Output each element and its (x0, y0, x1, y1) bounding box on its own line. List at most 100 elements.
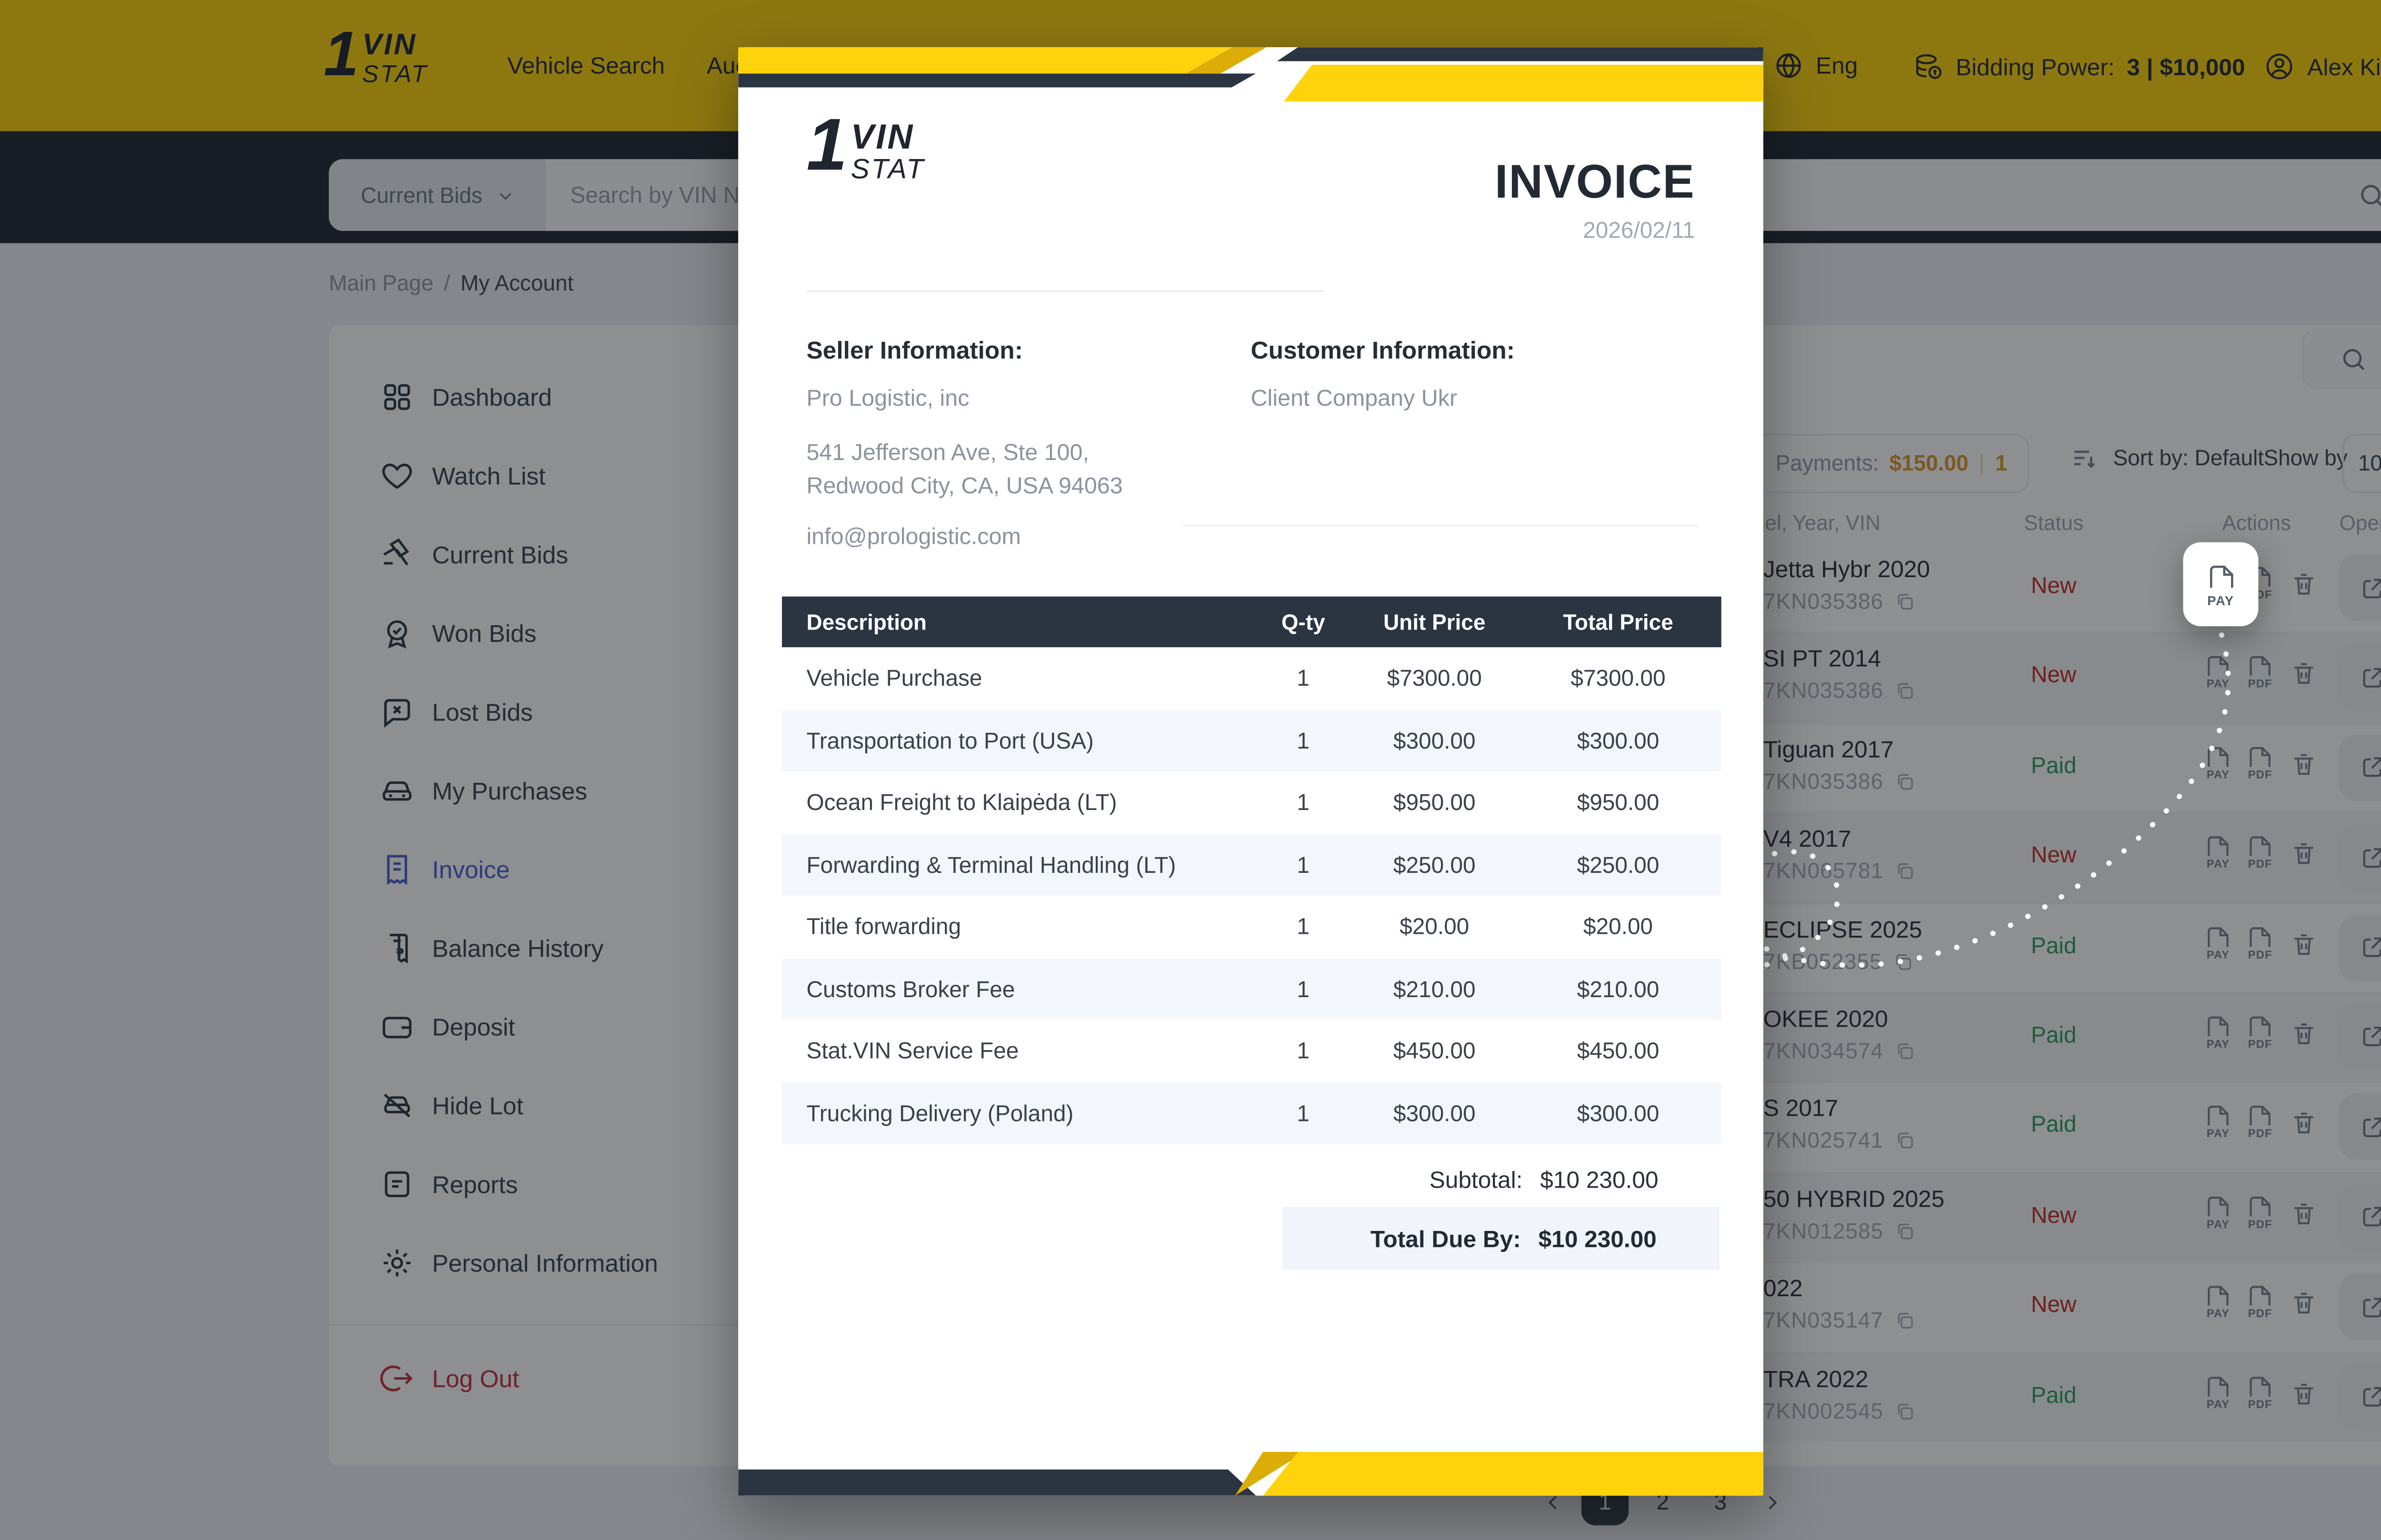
car-off-icon (380, 1087, 414, 1122)
open-lot-button[interactable] (2339, 1094, 2381, 1160)
delete-icon[interactable] (2283, 930, 2325, 958)
pdf-download-button[interactable]: PDF (2239, 1103, 2281, 1141)
pagination-next[interactable] (1754, 1478, 1789, 1525)
status-badge: New (2031, 1201, 2077, 1228)
delete-icon[interactable] (2283, 1110, 2325, 1138)
table-row: Jetta Hybr 2020 7KN035386 New PAY PDF (329, 542, 2381, 632)
delete-icon[interactable] (2283, 840, 2325, 868)
sidebar-item-reports[interactable]: Reports (329, 1144, 766, 1222)
pay-invoice-button[interactable]: PAY (2197, 1013, 2239, 1051)
delete-icon[interactable] (2283, 750, 2325, 778)
sidebar-item-won-bids[interactable]: Won Bids (329, 593, 766, 671)
brand-logo[interactable]: 1 VIN STAT (324, 22, 428, 88)
search-submit-button[interactable] (2325, 159, 2381, 231)
pdf-download-button[interactable]: PDF (2239, 833, 2281, 871)
sidebar-logout[interactable]: Log Out (329, 1338, 817, 1417)
pdf-download-button[interactable]: PDF (2239, 923, 2281, 961)
sidebar-item-current-bids[interactable]: Current Bids (329, 514, 766, 593)
sidebar-item-deposit[interactable]: Deposit (329, 987, 766, 1065)
pay-invoice-button[interactable]: PAY (2197, 1103, 2239, 1141)
invoice-item-row: Vehicle Purchase 1 $7300.00 $7300.00 (806, 665, 1666, 691)
vehicle-name: Jetta Hybr 2020 (1763, 556, 1930, 583)
delete-icon[interactable] (2283, 660, 2325, 688)
pdf-download-button[interactable]: PDF (2239, 1282, 2281, 1321)
open-lot-button[interactable] (2339, 914, 2381, 981)
delete-icon[interactable] (2283, 570, 2325, 599)
vehicle-vin: 7KN035386 (1763, 589, 1884, 614)
breadcrumb-main-page[interactable]: Main Page (329, 271, 434, 296)
sort-by-select[interactable]: Sort by: Default (2113, 446, 2264, 471)
delete-icon[interactable] (2283, 1380, 2325, 1408)
open-lot-button[interactable] (2339, 1363, 2381, 1430)
sidebar-item-hide-lot[interactable]: Hide Lot (329, 1065, 766, 1144)
logout-label: Log Out (432, 1363, 520, 1392)
sidebar-item-label: Dashboard (432, 382, 552, 410)
vehicle-vin: 7KN012585 (1763, 1219, 1884, 1243)
account-sidebar: Dashboard Watch List Current Bids Won Bi… (329, 357, 766, 1301)
logo-vin: VIN (362, 28, 417, 61)
logo-one: 1 (806, 103, 848, 186)
subtotal-value: $10 230.00 (1540, 1167, 1659, 1193)
copy-icon[interactable] (1894, 1400, 1915, 1421)
gear-icon (380, 1245, 414, 1280)
pagination-prev[interactable] (1536, 1478, 1571, 1525)
open-lot-button[interactable] (2339, 644, 2381, 711)
vehicle-name: 022 (1763, 1275, 1803, 1302)
pdf-download-button[interactable]: PDF (2239, 1372, 2281, 1411)
copy-icon[interactable] (1894, 1041, 1915, 1062)
pdf-download-button[interactable]: PDF (2239, 743, 2281, 781)
balance-icon (380, 930, 414, 964)
invoice-items-table: Description Q-ty Unit Price Total Price … (782, 596, 1721, 1144)
column-header-actions: Actions (2222, 510, 2291, 536)
page-size-select[interactable]: 10 (2342, 434, 2381, 493)
pdf-download-button[interactable]: PDF (2239, 653, 2281, 691)
user-icon (2263, 51, 2295, 82)
nav-vehicle-search[interactable]: Vehicle Search (507, 52, 665, 79)
sidebar-item-lost-bids[interactable]: Lost Bids (329, 672, 766, 750)
sidebar-item-balance-history[interactable]: Balance History (329, 908, 766, 987)
sidebar-item-label: Personal Information (432, 1248, 658, 1276)
copy-icon[interactable] (1894, 1220, 1915, 1241)
sidebar-item-personal-information[interactable]: Personal Information (329, 1223, 766, 1301)
pay-invoice-button[interactable]: PAY (2197, 1372, 2239, 1411)
pay-invoice-button[interactable]: PAY (2197, 1192, 2239, 1231)
list-search-button[interactable] (2302, 329, 2381, 389)
copy-icon[interactable] (1894, 1310, 1915, 1331)
sidebar-item-label: Hide Lot (432, 1090, 523, 1119)
sidebar-item-invoice[interactable]: Invoice (329, 829, 766, 908)
highlighted-pay-button[interactable]: PAY (2183, 542, 2259, 627)
invoice-modal: 1 VIN STAT INVOICE 2026/02/11 Seller Inf… (738, 47, 1763, 1496)
sidebar-divider (329, 1324, 766, 1326)
copy-icon[interactable] (1894, 1130, 1915, 1151)
pay-invoice-button[interactable]: PAY (2197, 1282, 2239, 1321)
user-menu[interactable]: Alex Kireev (2263, 51, 2381, 82)
open-lot-button[interactable] (2339, 1004, 2381, 1070)
sidebar-item-dashboard[interactable]: Dashboard (329, 357, 766, 435)
copy-icon[interactable] (1894, 591, 1915, 612)
sidebar-item-my-purchases[interactable]: My Purchases (329, 750, 766, 829)
bidding-power[interactable]: Bidding Power: 3 | $10,000 (1912, 51, 2245, 82)
sidebar-item-watch-list[interactable]: Watch List (329, 436, 766, 514)
bidding-power-value: 3 | $10,000 (2127, 53, 2245, 80)
sort-icon[interactable] (2070, 444, 2099, 474)
pdf-download-button[interactable]: PDF (2239, 1013, 2281, 1051)
payments-summary[interactable]: Payments: $150.00 | 1 (1752, 434, 2030, 493)
subtotal-label: Subtotal: (1429, 1167, 1523, 1193)
pdf-download-button[interactable]: PDF (2239, 1192, 2281, 1231)
sidebar-item-label: Invoice (432, 854, 510, 883)
delete-icon[interactable] (2283, 1020, 2325, 1048)
chat-x-icon (380, 694, 414, 729)
car-icon (380, 772, 414, 807)
open-lot-button[interactable] (2339, 554, 2381, 621)
page-size-value: 10 (2358, 451, 2381, 476)
search-category-select[interactable]: Current Bids (329, 159, 546, 231)
open-lot-button[interactable] (2339, 734, 2381, 801)
sidebar-item-label: Won Bids (432, 618, 537, 647)
logout-icon (380, 1360, 414, 1395)
vehicle-name: S 2017 (1763, 1095, 1839, 1122)
payments-amount: $150.00 (1889, 451, 1969, 476)
language-label: Eng (1816, 52, 1858, 79)
delete-icon[interactable] (2283, 1200, 2325, 1228)
language-switcher[interactable]: Eng (1774, 51, 1858, 80)
delete-icon[interactable] (2283, 1290, 2325, 1318)
